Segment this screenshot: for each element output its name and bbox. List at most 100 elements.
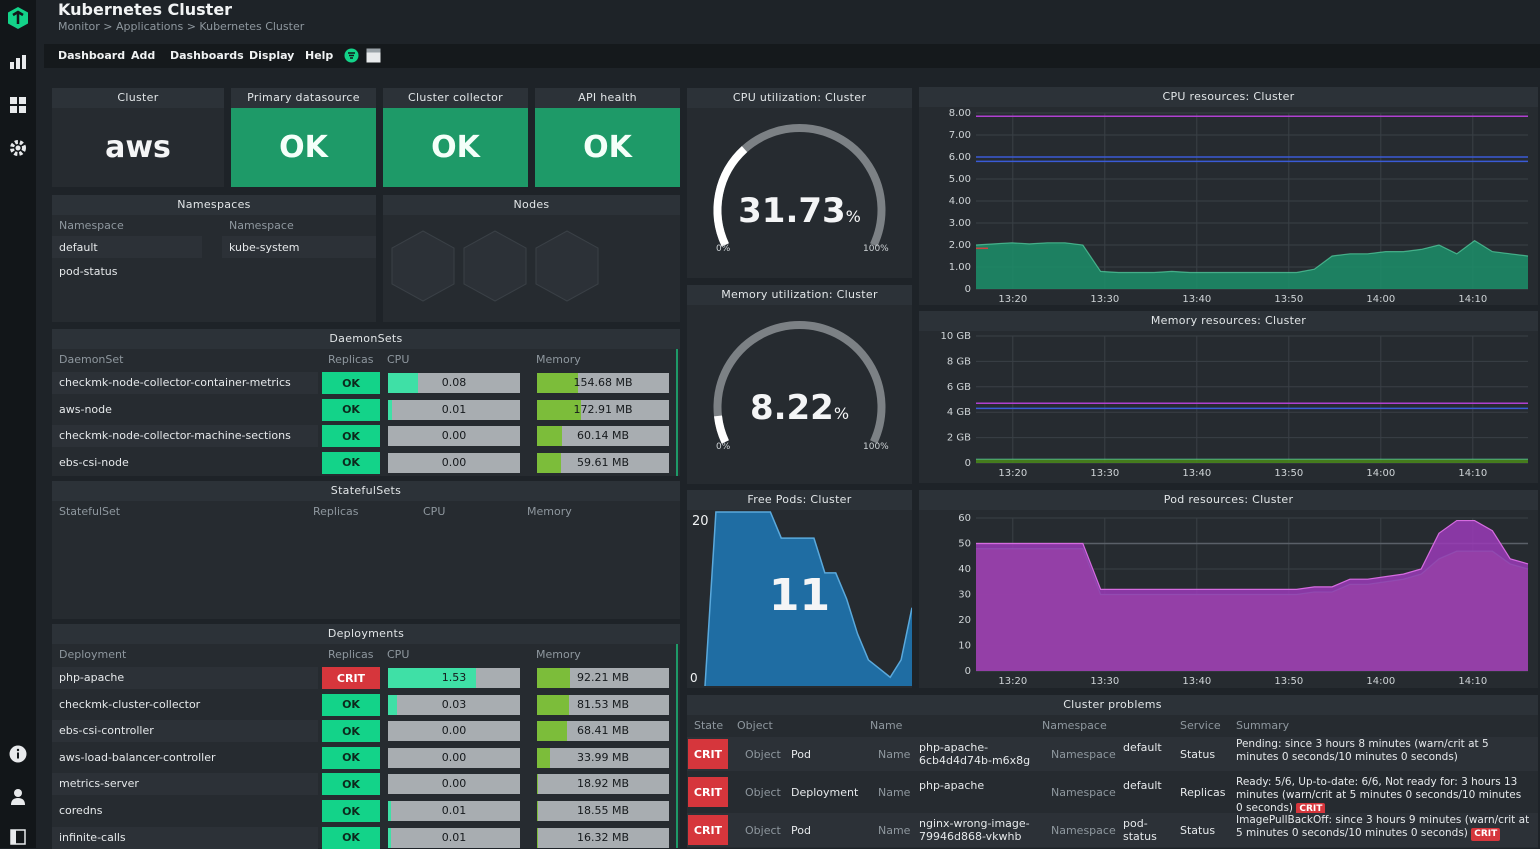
namespace-value[interactable]: default — [1123, 741, 1162, 754]
checkmk-logo-icon[interactable] — [6, 6, 30, 30]
problem-row[interactable] — [687, 737, 1538, 771]
state-badge[interactable]: OK — [322, 398, 380, 421]
y-tick-label: 10 GB — [940, 331, 971, 342]
row-name[interactable]: coredns — [59, 804, 103, 817]
calendar-icon[interactable] — [366, 48, 381, 67]
column-header: CPU — [387, 648, 410, 661]
panel-title: StatefulSets — [52, 481, 680, 501]
statefulsets-panel: StatefulSets StatefulSet Replicas CPU Me… — [52, 481, 680, 619]
service-value[interactable]: Status — [1180, 824, 1216, 837]
problem-row[interactable] — [687, 813, 1538, 847]
state-badge[interactable]: OK — [322, 773, 380, 796]
memory-utilization-gauge[interactable]: Memory utilization: Cluster 8.22% 0% 100… — [687, 285, 912, 484]
namespace-value[interactable]: pod-status — [1123, 817, 1157, 843]
sidebar-toggle-icon[interactable] — [6, 825, 30, 849]
crit-tag: CRIT — [1296, 803, 1326, 816]
user-icon[interactable] — [6, 785, 30, 809]
table-row[interactable] — [52, 425, 318, 448]
state-badge[interactable]: CRIT — [688, 739, 728, 769]
state-badge[interactable]: OK — [322, 451, 380, 474]
cpu-utilization-gauge[interactable]: CPU utilization: Cluster 31.73% 0% 100% — [687, 88, 912, 278]
breadcrumb[interactable]: Monitor > Applications > Kubernetes Clus… — [58, 20, 305, 33]
gear-icon[interactable] — [6, 136, 30, 160]
object-value[interactable]: Pod — [791, 824, 811, 837]
namespace-item[interactable]: pod-status — [59, 265, 118, 278]
cpu-resources-chart[interactable]: CPU resources: Cluster 8.00 7.00 6.00 5.00 4… — [919, 87, 1538, 305]
setup-grid-icon[interactable] — [6, 93, 30, 117]
pod-resources-chart[interactable]: Pod resources: Cluster 60 50 40 30 20 10 0 13:2… — [919, 490, 1538, 688]
column-header: Namespace — [1042, 719, 1107, 732]
menu-help[interactable]: Help — [305, 49, 334, 62]
state-badge[interactable]: OK — [322, 720, 380, 743]
state-badge[interactable]: OK — [322, 425, 380, 448]
name-label: Name — [878, 748, 911, 761]
object-value[interactable]: Pod — [791, 748, 811, 761]
row-name[interactable]: php-apache — [59, 671, 125, 684]
row-name[interactable]: aws-load-balancer-controller — [59, 750, 216, 764]
menu-dashboard[interactable]: Dashboard — [58, 49, 126, 62]
name-value[interactable]: nginx-wrong-image-79946d868-vkwhb — [919, 817, 1030, 843]
state-badge[interactable]: OK — [322, 372, 380, 394]
primary-datasource-tile[interactable]: Primary datasource OK — [231, 88, 376, 187]
row-name[interactable]: ebs-csi-node — [59, 455, 129, 469]
row-name[interactable]: checkmk-cluster-collector — [59, 697, 201, 711]
cpu-bar: 0.00 — [388, 774, 520, 795]
namespace-item[interactable]: kube-system — [229, 241, 300, 254]
cpu-value: 0.01 — [441, 402, 467, 416]
gauge-value: 8.22 — [749, 388, 834, 428]
memory-bar-fill — [537, 694, 569, 715]
table-row[interactable] — [52, 372, 318, 394]
table-row[interactable] — [52, 826, 318, 849]
x-tick-label: 14:10 — [1458, 294, 1487, 305]
memory-bar: 172.91 MB — [537, 399, 669, 420]
row-name[interactable]: infinite-calls — [59, 830, 126, 844]
x-tick-label: 13:50 — [1274, 468, 1303, 479]
state-badge[interactable]: OK — [322, 800, 380, 822]
table-row[interactable] — [52, 398, 318, 421]
row-name[interactable]: aws-node — [59, 402, 112, 416]
state-badge[interactable]: OK — [322, 746, 380, 769]
row-name[interactable]: checkmk-node-collector-container-metrics — [59, 376, 291, 389]
row-name[interactable]: metrics-server — [59, 777, 139, 791]
service-value[interactable]: Replicas — [1180, 786, 1226, 799]
object-label: Object — [745, 786, 781, 799]
chart-canvas: 60 50 40 30 20 10 0 13:20 13:30 13:40 13:50 14:00 14… — [958, 513, 1529, 687]
state-badge[interactable]: CRIT — [688, 777, 728, 807]
table-row[interactable] — [52, 720, 318, 743]
panel-title: Free Pods: Cluster — [687, 490, 912, 510]
state-badge[interactable]: OK — [322, 826, 380, 849]
table-row[interactable] — [52, 773, 318, 796]
y-tick-label: 6 GB — [947, 382, 971, 393]
object-value[interactable]: Deployment — [791, 786, 859, 799]
name-value[interactable]: php-apache-6cb4d4d74b-m6x8g — [919, 741, 1031, 767]
info-icon[interactable] — [6, 742, 30, 766]
monitor-icon[interactable] — [6, 50, 30, 74]
memory-resources-chart[interactable]: Memory resources: Cluster 10 GB 8 GB 6 GB 4… — [919, 311, 1538, 483]
menu-add[interactable]: Add — [131, 49, 156, 62]
table-row[interactable] — [52, 800, 318, 822]
free-pods-panel[interactable]: Free Pods: Cluster 20 0 11 — [687, 490, 912, 688]
row-name[interactable]: checkmk-node-collector-machine-sections — [59, 429, 291, 443]
service-value[interactable]: Status — [1180, 748, 1216, 761]
menu-display[interactable]: Display — [249, 49, 295, 62]
state-badge[interactable]: OK — [322, 693, 380, 716]
table-row[interactable] — [52, 746, 318, 769]
state-badge[interactable]: CRIT — [688, 815, 728, 845]
menu-dashboards[interactable]: Dashboards — [170, 49, 244, 62]
table-row[interactable] — [52, 667, 318, 689]
namespace-item[interactable]: default — [59, 241, 98, 254]
name-value[interactable]: php-apache — [919, 779, 985, 792]
memory-value: 92.21 MB — [576, 671, 630, 684]
tile-title: Cluster — [52, 88, 224, 108]
api-health-tile[interactable]: API health OK — [535, 88, 680, 187]
table-row[interactable] — [52, 693, 318, 716]
problem-row[interactable] — [687, 775, 1538, 809]
row-name[interactable]: ebs-csi-controller — [59, 724, 154, 738]
state-badge[interactable]: CRIT — [322, 667, 380, 689]
cluster-collector-tile[interactable]: Cluster collector OK — [383, 88, 528, 187]
x-tick-label: 14:00 — [1366, 294, 1395, 305]
table-row[interactable] — [52, 451, 318, 474]
namespace-value[interactable]: default — [1123, 779, 1162, 792]
filter-icon[interactable] — [344, 48, 359, 67]
node-hexagon — [463, 230, 527, 302]
